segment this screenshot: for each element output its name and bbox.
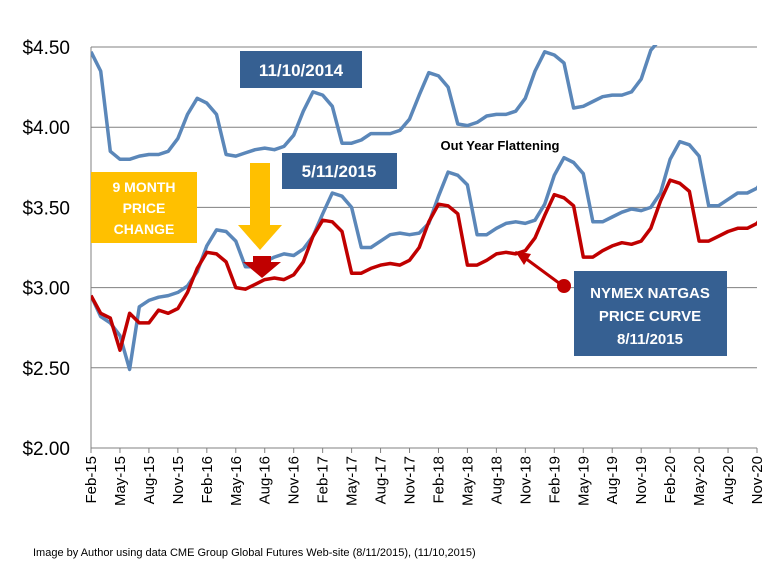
x-tick-label: May-20 [691, 456, 708, 506]
nine-month-box-bg [91, 172, 197, 243]
label-box-2014-bg [240, 51, 362, 88]
nine-month-line2: PRICE [123, 200, 166, 216]
x-tick-label: Aug-17 [373, 456, 390, 504]
label-box-2015: 5/11/2015 [282, 153, 397, 189]
label-box-2014: 11/10/2014 [240, 51, 362, 88]
x-tick-label: May-18 [459, 456, 476, 506]
red-down-arrow [243, 256, 281, 278]
nine-month-line3: CHANGE [114, 221, 175, 237]
nine-month-box: 9 MONTH PRICE CHANGE [91, 172, 197, 243]
x-tick-label: Feb-16 [199, 456, 216, 504]
label-2015: 5/11/2015 [302, 162, 377, 181]
x-tick-label: Feb-17 [315, 456, 332, 504]
x-tick-label: Aug-20 [720, 456, 737, 504]
nymex-pointer-dot [557, 279, 571, 293]
nymex-box-bg [574, 271, 727, 356]
x-tick-label: May-17 [344, 456, 361, 506]
x-tick-label: May-15 [112, 456, 129, 506]
nymex-box: NYMEX NATGAS PRICE CURVE 8/11/2015 [574, 271, 727, 356]
x-tick-label: Aug-18 [488, 456, 505, 504]
x-axis-ticks: Feb-15 May-15 Aug-15 Nov-15 Feb-16 May-16 Aug-… [83, 456, 766, 506]
x-tick-label: May-16 [228, 456, 245, 506]
x-tick-label: Aug-15 [141, 456, 158, 504]
label-2014: 11/10/2014 [259, 61, 344, 80]
x-tick-label: Nov-15 [170, 456, 187, 504]
x-tick-label: Aug-16 [257, 456, 274, 504]
y-tick-label: $3.50 [22, 198, 70, 219]
series-line-1 [91, 45, 658, 162]
y-tick-label: $4.50 [22, 38, 70, 59]
x-tick-label: Feb-20 [662, 456, 679, 504]
x-tick-label: Aug-19 [604, 456, 621, 504]
y-axis-ticks: $2.00 $2.50 $3.00 $3.50 $4.00 $4.50 [22, 38, 70, 460]
series-lines [91, 45, 757, 372]
x-tick-label: Nov-16 [286, 456, 303, 504]
nymex-pointer [515, 251, 571, 293]
x-tick-label: Nov-17 [402, 456, 419, 504]
x-tick-label: May-19 [575, 456, 592, 506]
nymex-pointer-head [515, 251, 531, 265]
nymex-line1: NYMEX NATGAS [590, 285, 710, 302]
y-tick-label: $4.00 [22, 118, 70, 139]
y-tick-label: $2.50 [22, 359, 70, 380]
nymex-pointer-line [524, 256, 564, 288]
axes [90, 47, 758, 453]
series-line-3 [91, 178, 757, 352]
x-tick-label: Nov-20 [749, 456, 766, 504]
label-box-2015-bg [282, 153, 397, 189]
out-year-label: Out Year Flattening [441, 138, 560, 153]
nymex-line2: PRICE CURVE [599, 308, 701, 325]
nine-month-line1: 9 MONTH [113, 179, 176, 195]
gold-arrow-head [238, 225, 282, 250]
y-tick-label: $3.00 [22, 279, 70, 300]
red-arrow-head [243, 262, 281, 278]
gold-down-arrow [238, 163, 282, 250]
x-tick-label: Feb-15 [83, 456, 100, 504]
gold-arrow-shaft [250, 163, 270, 225]
x-tick-label: Feb-18 [430, 456, 447, 504]
x-tick-label: Nov-19 [633, 456, 650, 504]
y-tick-label: $2.00 [22, 439, 70, 460]
nymex-line3: 8/11/2015 [617, 331, 683, 348]
source-caption: Image by Author using data CME Group Glo… [33, 547, 476, 559]
x-tick-label: Nov-18 [517, 456, 534, 504]
x-tick-label: Feb-19 [546, 456, 563, 504]
